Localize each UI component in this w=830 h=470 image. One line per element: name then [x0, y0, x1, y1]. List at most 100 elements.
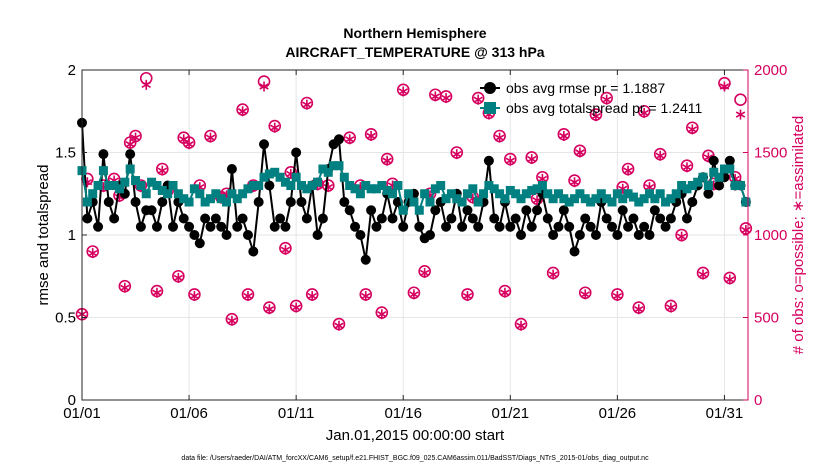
series-0-point — [532, 205, 543, 216]
series-1-point — [227, 189, 237, 199]
series-1-point — [628, 192, 638, 202]
series-1-point — [93, 181, 103, 190]
obs-assimilated-marker — [526, 154, 537, 165]
series-0-point — [628, 213, 639, 224]
series-1-point — [730, 181, 740, 190]
series-1-point — [232, 194, 242, 204]
obs-assimilated-marker — [243, 291, 253, 302]
series-1-point — [141, 189, 151, 199]
series-1-point — [264, 169, 274, 179]
obs-assimilated-marker — [334, 320, 344, 331]
obs-assimilated-marker — [698, 269, 708, 280]
series-0-point — [558, 205, 569, 216]
series-0-point — [585, 221, 596, 232]
series-1-point — [591, 194, 601, 204]
series-0-point — [216, 221, 227, 232]
series-1-point — [484, 181, 494, 190]
series-0-point — [526, 221, 537, 232]
series-1-point — [703, 181, 713, 190]
series-0-point — [366, 205, 377, 216]
series-1-point — [532, 184, 542, 194]
series-1-point — [205, 194, 215, 204]
obs-assimilated-marker — [152, 287, 162, 298]
obs-assimilated-marker — [205, 132, 216, 143]
series-1-point — [580, 194, 590, 204]
series-1-point — [371, 184, 381, 194]
series-0-point — [607, 221, 618, 232]
obs-assimilated-marker — [409, 289, 419, 300]
series-1-point — [457, 197, 467, 207]
series-1-point — [329, 161, 339, 171]
obs-assimilated-marker — [280, 244, 291, 255]
obs-assimilated-marker — [687, 124, 698, 135]
series-0-point — [317, 213, 328, 224]
series-1-point — [98, 166, 108, 176]
series-0-point — [665, 213, 676, 224]
obs-assimilated-marker — [125, 139, 135, 150]
series-1-point — [596, 189, 606, 199]
series-0-point — [724, 155, 735, 166]
series-1-point — [254, 181, 264, 190]
series-0-point — [253, 197, 264, 207]
series-1-point — [564, 197, 574, 207]
series-0-point — [687, 197, 698, 207]
series-0-point — [237, 213, 248, 224]
series-0-point — [355, 230, 366, 240]
obs-assimilated-marker — [237, 106, 248, 117]
obs-assimilated-marker — [173, 272, 184, 283]
series-1-point — [270, 167, 280, 177]
series-0-point — [580, 213, 591, 224]
series-1-point — [736, 181, 746, 190]
obs-assimilated-marker — [302, 99, 312, 110]
obs-assimilated-marker — [505, 155, 516, 166]
obs-assimilated-marker — [634, 304, 644, 315]
series-1-point — [655, 189, 665, 199]
x-tick-label-1: 01/06 — [170, 405, 208, 422]
series-0-point — [564, 221, 575, 232]
series-1-point — [200, 197, 210, 207]
series-1-point — [698, 172, 708, 182]
series-0-point — [168, 221, 179, 232]
series-1-point — [297, 181, 307, 190]
series-1-point — [211, 189, 221, 199]
series-1-point — [495, 189, 505, 199]
series-1-point — [644, 189, 654, 199]
series-1-point — [280, 177, 290, 187]
series-1-point — [82, 197, 92, 207]
y-tick-label-3: 1.5 — [55, 145, 76, 162]
series-1-point — [430, 184, 440, 194]
series-0-point — [280, 221, 291, 232]
obs-assimilated-marker — [682, 162, 692, 173]
series-1-point — [559, 194, 569, 204]
y-tick-label-2: 1 — [68, 227, 76, 244]
series-0-point — [157, 197, 168, 207]
series-1-point — [318, 164, 328, 174]
series-0-point — [98, 149, 109, 160]
legend-marker-spread — [484, 102, 496, 114]
obs-assimilated-marker — [120, 282, 130, 293]
series-0-point — [189, 230, 200, 240]
series-0-point — [424, 230, 435, 240]
series-1-point — [243, 184, 253, 194]
series-1-point — [505, 185, 515, 195]
series-0-point — [248, 246, 259, 257]
y-axis-ticks: 0 0.5 1 1.5 2 — [55, 62, 87, 409]
series-1-point — [618, 194, 628, 204]
series-0-point — [312, 230, 323, 240]
obs-assimilated-marker — [452, 149, 462, 160]
series-0-point — [483, 155, 494, 166]
series-0-point — [242, 230, 253, 240]
series-1-point — [393, 181, 403, 190]
series-1-point — [345, 181, 355, 190]
series-1-point — [120, 177, 130, 187]
series-1-point — [623, 189, 633, 199]
series-0-point — [462, 205, 473, 216]
y-right-tick-label-4: 2000 — [754, 62, 787, 79]
series-0-point — [649, 205, 660, 216]
series-1-point — [639, 194, 649, 204]
series-1-point — [548, 194, 558, 204]
obs-assimilated-marker — [189, 291, 200, 302]
series-1-point — [441, 194, 451, 204]
obs-assimilated-marker — [591, 111, 601, 122]
series-1-point — [500, 194, 510, 204]
